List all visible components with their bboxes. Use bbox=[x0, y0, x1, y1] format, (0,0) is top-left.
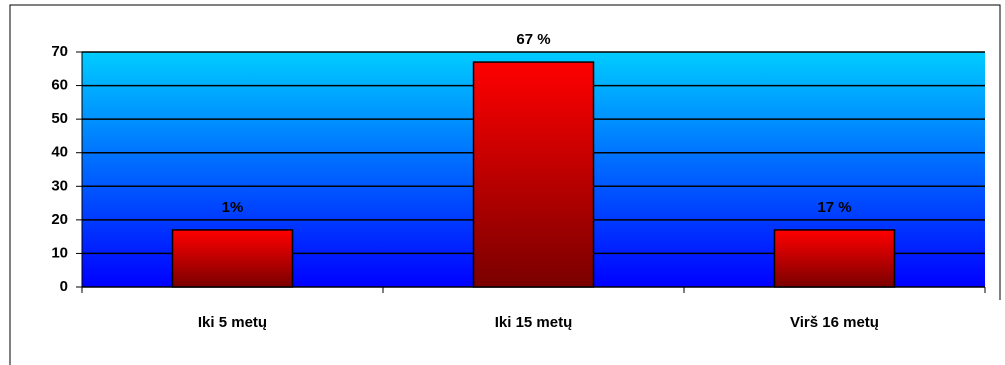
y-tick-label: 70 bbox=[51, 43, 68, 60]
bar bbox=[171, 229, 294, 288]
y-tick-label: 20 bbox=[51, 211, 68, 228]
bar bbox=[472, 61, 595, 288]
y-tick-label: 60 bbox=[51, 77, 68, 94]
y-tick-label: 30 bbox=[51, 177, 68, 194]
y-tick-label: 40 bbox=[51, 144, 68, 161]
data-label: 17 % bbox=[817, 199, 851, 216]
y-tick-label: 10 bbox=[51, 244, 68, 261]
chart-frame bbox=[9, 4, 1001, 365]
x-tick-label: Iki 5 metų bbox=[198, 314, 267, 331]
y-tick-label: 0 bbox=[60, 278, 68, 295]
bar bbox=[773, 229, 896, 288]
y-tick-label: 50 bbox=[51, 110, 68, 127]
data-label: 1% bbox=[222, 199, 244, 216]
x-tick-label: Virš 16 metų bbox=[790, 314, 879, 331]
x-tick-label: Iki 15 metų bbox=[495, 314, 573, 331]
data-label: 67 % bbox=[516, 31, 550, 48]
